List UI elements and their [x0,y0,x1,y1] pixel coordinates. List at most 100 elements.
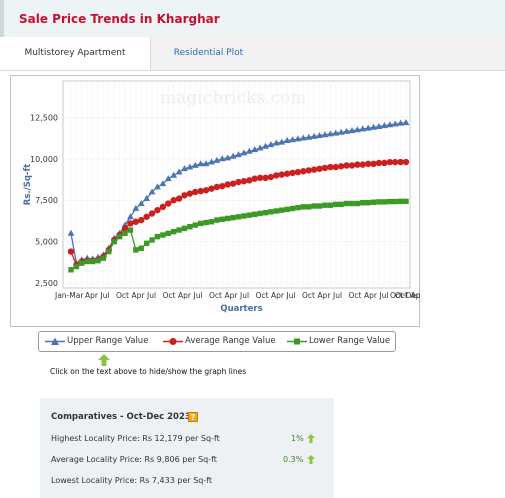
point-upper [272,139,280,146]
x-tick-label: Oct [209,291,222,300]
point-average [289,169,296,177]
help-icon[interactable]: ? [188,412,198,422]
point-upper [391,120,399,127]
point-upper [186,163,194,170]
point-upper [143,194,151,201]
point-upper [235,151,242,158]
x-tick-label: Apr [178,291,192,300]
point-average [300,168,307,175]
point-lower [241,213,247,219]
point-upper [164,175,172,182]
point-upper [262,142,269,149]
point-lower [262,209,269,216]
point-average [348,162,356,169]
point-upper [348,127,356,134]
point-lower [300,204,307,210]
point-upper [359,125,367,132]
point-upper [170,171,178,178]
point-average [273,172,280,179]
point-upper [229,152,237,159]
x-tick-label: Oct [163,291,176,300]
point-upper [343,127,350,134]
x-tick-label: Oct [116,291,129,300]
point-average [386,158,393,166]
point-upper [67,229,75,236]
point-average [192,188,199,196]
point-average [246,177,253,184]
x-tick-label: Apr [225,291,239,300]
x-tick-label: Jul [332,291,342,300]
x-tick-label: Apr [364,291,378,300]
legend-label-lower: Lower Range Value [309,336,391,346]
point-average [181,192,188,199]
point-lower [133,247,139,253]
y-tick-label: 7,500 [35,196,58,205]
tab-multistorey-apartment[interactable]: Multistorey Apartment [0,37,151,70]
point-lower [322,202,328,208]
point-upper [181,165,188,172]
point-lower [316,203,323,209]
triangle-marker-icon [45,337,65,345]
point-upper [294,135,302,142]
x-tick-label: Apr [132,291,146,300]
x-tick-label: Apr [271,291,285,300]
point-upper [310,132,318,139]
point-lower [343,200,350,207]
point-upper [191,161,199,168]
point-upper [132,204,140,211]
point-average [267,173,275,181]
point-lower [235,214,242,220]
point-lower [149,237,155,243]
point-lower [333,201,339,208]
point-average [175,195,183,202]
point-lower [273,208,280,214]
x-tick-label: Jan-Mar [54,291,84,300]
point-average [208,185,215,192]
point-lower [122,230,128,237]
lowest-locality-price: Lowest Locality Price: Rs 7,433 per Sq-f… [51,476,213,485]
point-lower [181,225,188,232]
point-lower [397,198,404,205]
point-upper [159,180,167,187]
y-tick-label: 10,000 [30,155,58,164]
point-lower [192,222,198,228]
comparatives-title: Comparatives - Oct-Dec 2023 [51,412,191,422]
point-upper [137,199,145,206]
point-lower [138,245,144,251]
point-average [197,187,204,195]
point-upper [402,119,410,126]
point-upper [283,137,291,144]
point-average [165,200,172,207]
point-lower [360,200,366,206]
x-tick-label: Apr [411,291,421,300]
chart-svg: 2,500 5,000 7,500 10,000 12,500 magicbricks.c… [10,75,424,327]
point-upper [175,168,183,175]
y-tick-label: 5,000 [35,238,58,247]
point-average [127,220,134,227]
point-lower [165,230,171,237]
x-tick-label: Oct [395,291,408,300]
point-average [170,197,177,204]
tab-residential-plot[interactable]: Residential Plot [173,48,244,58]
point-upper [364,124,372,131]
point-upper [316,132,323,139]
point-average [283,170,291,177]
point-upper [213,156,221,163]
point-upper [278,138,286,145]
point-upper [245,147,253,154]
point-lower [306,204,312,210]
point-lower [230,214,236,221]
point-upper [305,133,313,140]
point-lower [79,260,85,266]
point-average [148,210,156,217]
x-tick-label: Jul [100,291,110,300]
point-average [224,181,231,188]
point-average [219,182,226,190]
point-lower [246,212,253,218]
point-average [138,216,145,224]
point-average [310,166,318,173]
point-lower [252,211,258,218]
point-upper [337,128,345,135]
point-average [332,163,339,171]
point-lower [203,219,209,226]
